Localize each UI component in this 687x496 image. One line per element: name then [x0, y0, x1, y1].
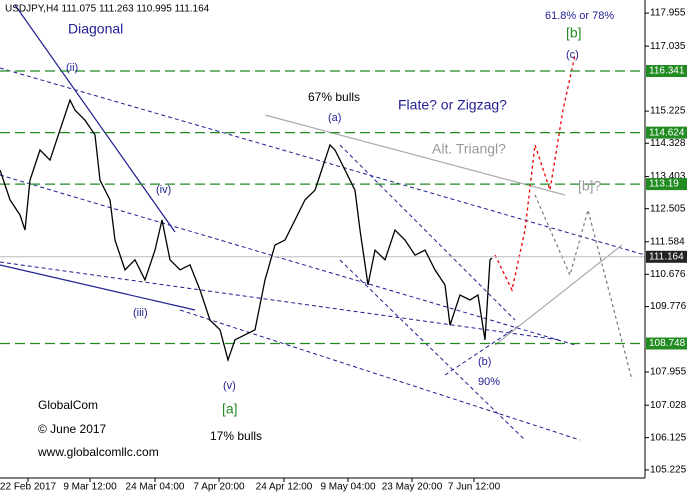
annotation: [b]? [578, 178, 602, 194]
trend-line [0, 264, 196, 311]
y-tick-label: 110.676 [650, 269, 686, 280]
y-tick-label: 111.584 [650, 236, 685, 247]
channel-line [339, 144, 516, 321]
annotation: © June 2017 [38, 422, 107, 436]
alt-projection-path [534, 194, 633, 381]
annotation: (iv) [156, 184, 171, 196]
annotation: [b] [566, 25, 582, 41]
annotation: 90% [478, 376, 500, 388]
y-tick-label: 113.403 [650, 171, 686, 182]
annotations: Diagonal (ii) (iv) (iii) (v) [a] 67% bul… [37, 10, 614, 459]
channel-line [0, 174, 576, 346]
x-tick-label: 23 May 20:00 [382, 482, 443, 493]
annotation: (v) [223, 380, 236, 392]
x-tick-label: 7 Jun 12:00 [448, 482, 501, 493]
plot [0, 70, 645, 363]
annotation: www.globalcomllc.com [37, 445, 159, 459]
channel-line [444, 324, 521, 376]
annotation: Flate? or Zigzag? [398, 97, 507, 113]
level-label: 108.748 [649, 338, 686, 349]
y-tick-label: 107.028 [650, 400, 687, 411]
x-tick-label: 9 Mar 12:00 [63, 482, 117, 493]
level-label: 116.341 [649, 66, 685, 77]
y-tick-label: 117.035 [650, 41, 686, 52]
annotation: (iii) [133, 307, 148, 319]
y-tick-label: 112.505 [650, 203, 686, 214]
level-label-box [646, 126, 687, 139]
chart-title: USDJPY,H4 111.075 111.263 110.995 111.16… [5, 4, 210, 15]
annotation: GlobalCom [38, 398, 98, 412]
trend-line [14, 4, 176, 233]
channel-line [339, 259, 526, 441]
annotation: [a] [222, 401, 238, 417]
triangle-line [264, 114, 566, 196]
x-tick-label: 22 Feb 2017 [0, 482, 57, 493]
y-tick-label: 114.328 [650, 138, 686, 149]
analysis-lines [0, 4, 646, 441]
level-label: 113.19 [649, 179, 679, 190]
level-label-box [646, 337, 687, 350]
price-line [0, 98, 493, 363]
y-tick-label: 105.225 [650, 465, 687, 476]
y-tick-label: 115.225 [650, 106, 686, 117]
y-tick-label: 117.955 [650, 8, 686, 19]
y-tick-label: 107.955 [650, 367, 687, 378]
annotation: 61.8% or 78% [545, 10, 614, 22]
x-tick-label: 24 Mar 04:00 [126, 482, 185, 493]
level-label: 111.164 [649, 251, 684, 262]
x-tick-label: 9 May 04:00 [320, 482, 375, 493]
annotation: Alt. Triangl? [432, 141, 506, 157]
annotation: (b) [478, 356, 491, 368]
level-label-box [646, 65, 687, 78]
level-label: 114.624 [649, 127, 685, 138]
y-tick-label: 109.776 [650, 301, 687, 312]
channel-line [0, 261, 561, 341]
level-label-box [646, 250, 687, 263]
annotation: 17% bulls [210, 429, 262, 443]
projection-path [494, 54, 576, 292]
annotation: (ii) [66, 62, 78, 74]
x-tick-label: 24 Apr 12:00 [256, 482, 313, 493]
annotation: (a) [328, 112, 341, 124]
level-label-box [646, 178, 687, 191]
annotation: Diagonal [68, 21, 123, 37]
x-tick-label: 7 Apr 20:00 [193, 482, 245, 493]
channel-line [179, 309, 581, 441]
triangle-line [494, 244, 623, 346]
annotation: (c) [566, 49, 579, 61]
y-tick-label: 106.125 [650, 432, 687, 443]
annotation: 67% bulls [308, 90, 360, 104]
